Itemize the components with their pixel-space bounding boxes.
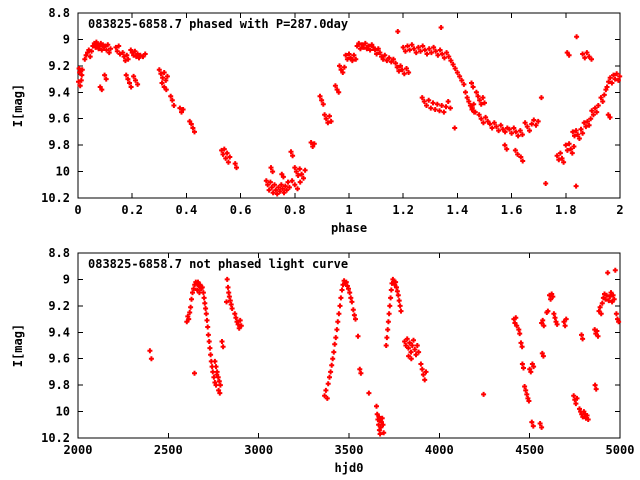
x-tick-label: 3000 — [244, 443, 273, 457]
unphased-title: 083825-6858.7 not phased light curve — [88, 257, 348, 271]
x-tick-label: 2000 — [64, 443, 93, 457]
data-points — [147, 267, 622, 437]
phased-title: 083825-6858.7 phased with P=287.0day — [88, 17, 348, 31]
x-tick-label: 3500 — [335, 443, 364, 457]
plot-frame — [77, 12, 621, 199]
x-tick-label: 2 — [616, 203, 623, 217]
y-tick-label: 9.4 — [48, 325, 70, 339]
axis-ticks — [77, 252, 621, 439]
y-tick-label: 9.8 — [48, 138, 70, 152]
x-tick-label: 1.4 — [447, 203, 469, 217]
y-tick-label: 10.2 — [41, 431, 70, 445]
x-tick-label: 1.2 — [392, 203, 414, 217]
panel-unphased: 083825-6858.7 not phased light curve hjd… — [11, 246, 634, 475]
x-tick-label: 1.6 — [501, 203, 523, 217]
panel-phased: 083825-6858.7 phased with P=287.0day pha… — [11, 6, 624, 235]
y-tick-label: 8.8 — [48, 6, 70, 20]
y-tick-label: 9.2 — [48, 299, 70, 313]
y-tick-label: 10 — [56, 165, 70, 179]
x-tick-label: 1 — [345, 203, 352, 217]
y-tick-label: 10.2 — [41, 191, 70, 205]
x-tick-label: 2500 — [154, 443, 183, 457]
y-tick-label: 9 — [63, 272, 70, 286]
y-tick-label: 9.6 — [48, 112, 70, 126]
x-tick-label: 4500 — [515, 443, 544, 457]
x-tick-label: 0 — [74, 203, 81, 217]
phased-xlabel: phase — [331, 221, 367, 235]
y-tick-label: 9.8 — [48, 378, 70, 392]
y-tick-label: 9.2 — [48, 59, 70, 73]
unphased-ylabel: I[mag] — [11, 324, 25, 367]
y-tick-label: 8.8 — [48, 246, 70, 260]
axis-ticks — [77, 12, 621, 199]
data-points — [76, 25, 623, 197]
y-tick-label: 9 — [63, 32, 70, 46]
y-tick-label: 9.6 — [48, 352, 70, 366]
x-tick-label: 4000 — [425, 443, 454, 457]
x-tick-label: 0.2 — [121, 203, 143, 217]
x-tick-label: 0.6 — [230, 203, 252, 217]
x-tick-label: 0.4 — [176, 203, 198, 217]
x-tick-label: 5000 — [606, 443, 635, 457]
y-tick-label: 9.4 — [48, 85, 70, 99]
plot-frame — [77, 252, 621, 439]
unphased-xlabel: hjd0 — [335, 461, 364, 475]
y-tick-label: 10 — [56, 405, 70, 419]
x-tick-label: 0.8 — [284, 203, 306, 217]
phased-ylabel: I[mag] — [11, 84, 25, 127]
x-tick-label: 1.8 — [555, 203, 577, 217]
